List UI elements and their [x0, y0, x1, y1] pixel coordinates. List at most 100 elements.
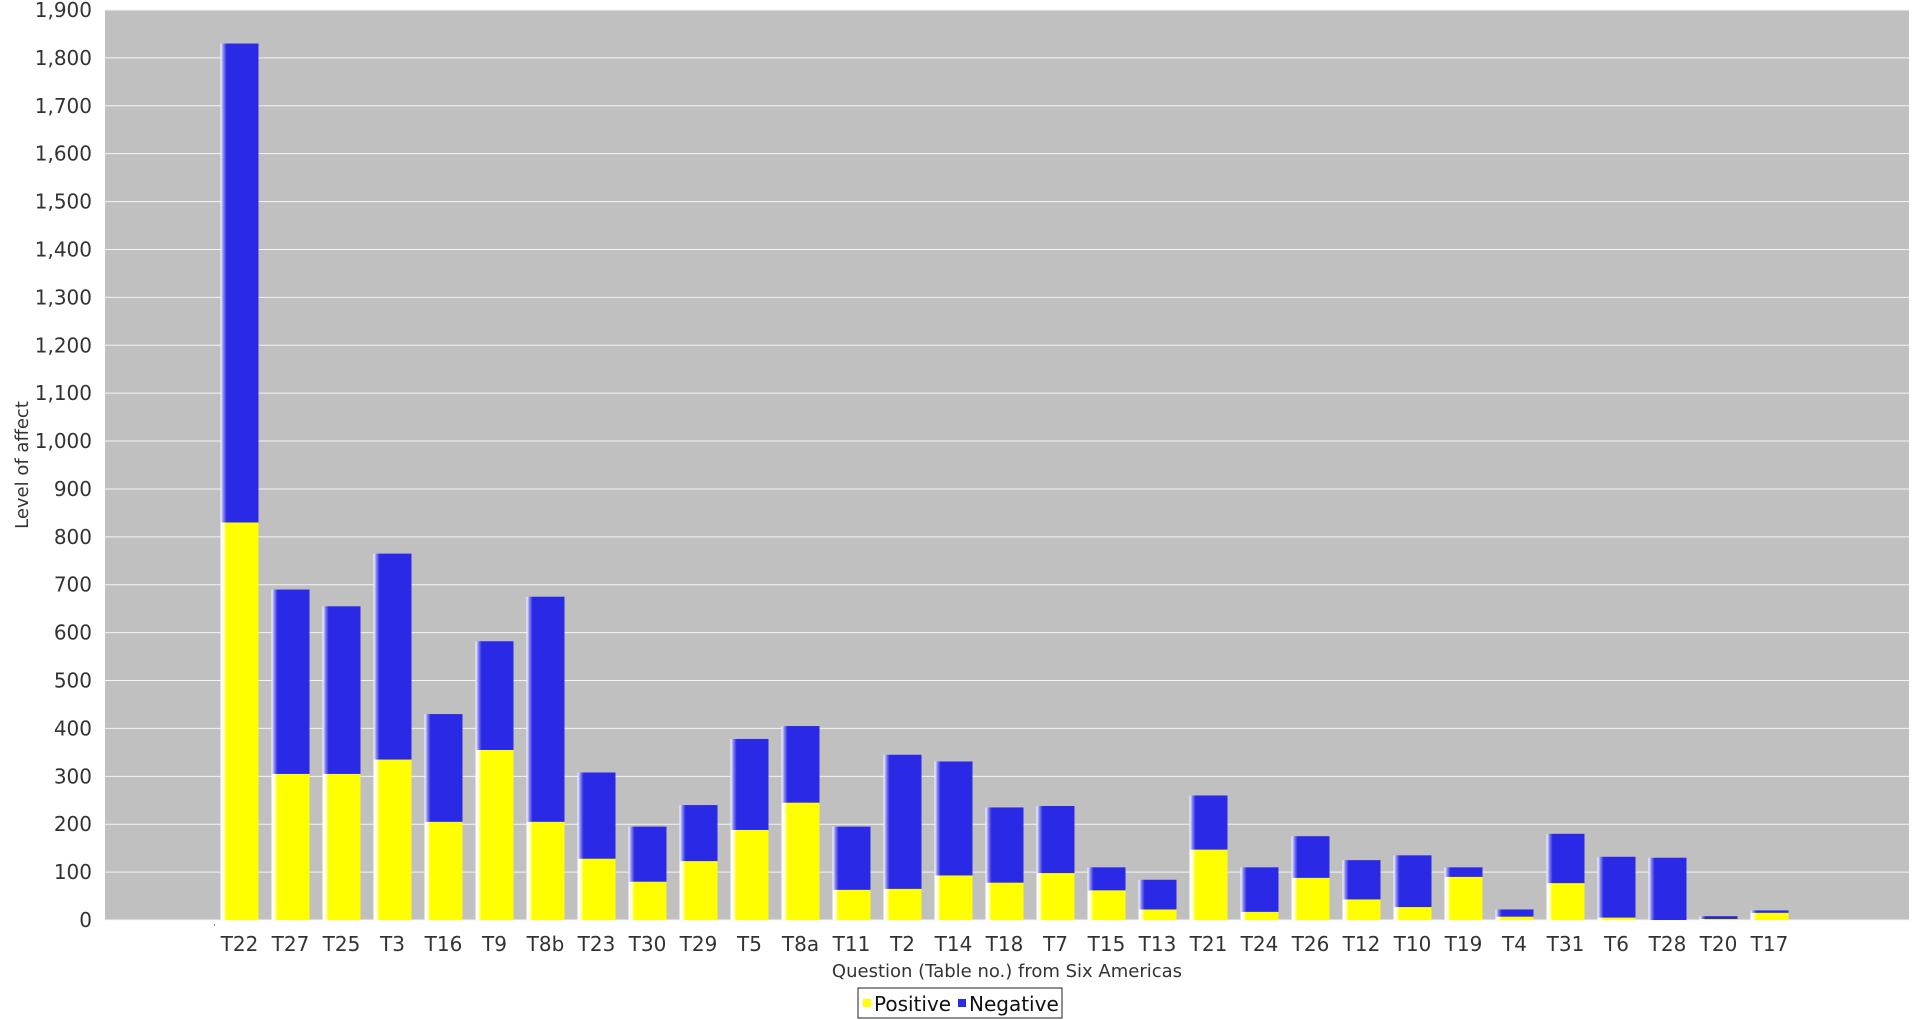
x-tick-label-T8a: T8a — [781, 932, 819, 956]
bar-positive-T19 — [1444, 876, 1483, 920]
bar-positive-T24 — [1240, 911, 1279, 920]
x-tick-label-T17: T17 — [1750, 932, 1789, 956]
bar-negative-T12 — [1342, 860, 1381, 900]
x-tick-label-T11: T11 — [832, 932, 871, 956]
x-tick-label-T16: T16 — [424, 932, 463, 956]
bar-negative-T3 — [373, 553, 412, 760]
bar-positive-T7 — [1036, 873, 1075, 920]
y-tick-label: 1,300 — [35, 285, 92, 309]
x-tick-label-T30: T30 — [628, 932, 667, 956]
y-tick-label: 1,000 — [35, 429, 92, 453]
bar-negative-T8b — [526, 596, 565, 822]
x-tick-label-T28: T28 — [1648, 932, 1687, 956]
x-tick-label-T24: T24 — [1240, 932, 1279, 956]
x-tick-label-T25: T25 — [322, 932, 361, 956]
bar-positive-T25 — [322, 773, 361, 920]
x-tick-label-T15: T15 — [1087, 932, 1126, 956]
x-tick-label-T31: T31 — [1546, 932, 1585, 956]
bar-negative-T9 — [475, 641, 514, 750]
y-tick-label: 300 — [54, 764, 92, 788]
bar-positive-T20 — [1699, 919, 1738, 920]
bar-positive-T22 — [220, 522, 259, 920]
bar-negative-T7 — [1036, 806, 1075, 874]
x-tick-label-T13: T13 — [1138, 932, 1177, 956]
y-tick-label: 600 — [54, 621, 92, 645]
bar-positive-T8b — [526, 821, 565, 920]
y-tick-label: 1,200 — [35, 333, 92, 357]
y-tick-label: 1,700 — [35, 94, 92, 118]
bar-negative-T14 — [934, 761, 973, 876]
bar-positive-T5 — [730, 829, 769, 920]
y-tick-label: 800 — [54, 525, 92, 549]
bar-negative-T2 — [883, 754, 922, 889]
x-tick-label-T22: T22 — [220, 932, 259, 956]
y-tick-label: 1,100 — [35, 381, 92, 405]
bar-positive-T30 — [628, 881, 667, 920]
y-tick-label: 1,400 — [35, 237, 92, 261]
bar-negative-T27 — [271, 589, 310, 774]
bar-positive-T9 — [475, 749, 514, 920]
bar-positive-T16 — [424, 821, 463, 920]
bar-negative-T5 — [730, 738, 769, 830]
x-tick-label-T29: T29 — [679, 932, 718, 956]
x-tick-label-T5: T5 — [736, 932, 762, 956]
bar-negative-T23 — [577, 772, 616, 859]
bar-positive-T12 — [1342, 899, 1381, 920]
x-tick-label-T19: T19 — [1444, 932, 1483, 956]
bar-negative-T20 — [1699, 916, 1738, 920]
bar-negative-T29 — [679, 805, 718, 862]
y-tick-label: 1,800 — [35, 46, 92, 70]
bars — [220, 43, 1789, 920]
bar-positive-T18 — [985, 882, 1024, 920]
legend-label-negative: Negative — [969, 992, 1059, 1016]
y-tick-label: 900 — [54, 477, 92, 501]
bar-positive-T23 — [577, 858, 616, 920]
legend-label-positive: Positive — [874, 992, 951, 1016]
bar-negative-T6 — [1597, 856, 1636, 918]
y-tick-label: 500 — [54, 669, 92, 693]
x-tick-label-T9: T9 — [481, 932, 507, 956]
y-tick-label: 100 — [54, 860, 92, 884]
bar-positive-T27 — [271, 773, 310, 920]
bar-negative-T8a — [781, 726, 820, 803]
bar-negative-T17 — [1750, 910, 1789, 913]
bar-positive-T8a — [781, 802, 820, 920]
x-tick-label-T18: T18 — [985, 932, 1024, 956]
bar-negative-T18 — [985, 807, 1024, 883]
bar-positive-T31 — [1546, 883, 1585, 920]
bar-negative-T16 — [424, 714, 463, 822]
x-tick-label-T12: T12 — [1342, 932, 1381, 956]
bar-negative-T22 — [220, 43, 259, 523]
y-tick-label: 400 — [54, 716, 92, 740]
bar-negative-T4 — [1495, 909, 1534, 917]
bar-positive-T4 — [1495, 916, 1534, 920]
x-tick-label-T6: T6 — [1603, 932, 1629, 956]
y-tick-label: 1,500 — [35, 190, 92, 214]
x-tick-label-T21: T21 — [1189, 932, 1228, 956]
legend: Positive Negative — [857, 987, 1063, 1019]
x-axis-dot — [213, 924, 216, 926]
bar-negative-T19 — [1444, 867, 1483, 877]
y-tick-label: 700 — [54, 573, 92, 597]
bar-negative-T28 — [1648, 857, 1687, 920]
bar-positive-T11 — [832, 889, 871, 920]
bar-negative-T25 — [322, 606, 361, 774]
bar-positive-T2 — [883, 888, 922, 920]
bar-negative-T13 — [1138, 879, 1177, 910]
x-tick-label-T14: T14 — [934, 932, 973, 956]
x-tick-label-T8b: T8b — [526, 932, 565, 956]
y-axis-title: Level of affect — [12, 401, 33, 529]
bar-positive-T14 — [934, 875, 973, 920]
bar-positive-T26 — [1291, 877, 1330, 920]
bar-negative-T10 — [1393, 855, 1432, 908]
bar-negative-T24 — [1240, 867, 1279, 912]
y-tick-label: 200 — [54, 812, 92, 836]
legend-swatch-negative — [958, 999, 966, 1007]
x-tick-label-T20: T20 — [1699, 932, 1738, 956]
bar-positive-T15 — [1087, 890, 1126, 920]
bar-positive-T3 — [373, 759, 412, 920]
x-tick-label-T4: T4 — [1501, 932, 1527, 956]
y-tick-label: 1,900 — [35, 0, 92, 22]
bar-positive-T13 — [1138, 909, 1177, 920]
